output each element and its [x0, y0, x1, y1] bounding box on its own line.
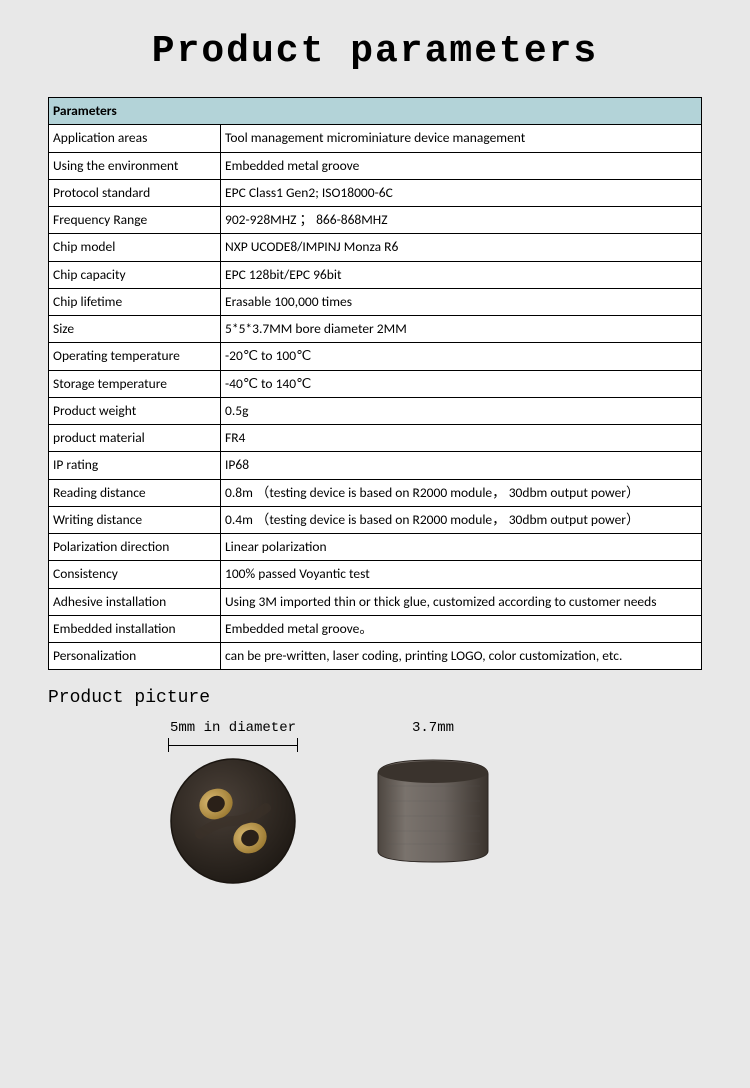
- param-label: Storage temperature: [49, 370, 221, 397]
- param-label: product material: [49, 425, 221, 452]
- table-row: Size5*5*3.7MM bore diameter 2MM: [49, 316, 702, 343]
- table-row: Chip capacityEPC 128bit/EPC 96bit: [49, 261, 702, 288]
- param-label: Chip lifetime: [49, 288, 221, 315]
- param-value: -20℃ to 100℃: [221, 343, 702, 370]
- param-label: Reading distance: [49, 479, 221, 506]
- table-row: Reading distance0.8m （testing device is …: [49, 479, 702, 506]
- table-row: Using the environmentEmbedded metal groo…: [49, 152, 702, 179]
- product-side-view-icon: [368, 756, 498, 864]
- table-header: Parameters: [49, 98, 702, 125]
- param-value: Using 3M imported thin or thick glue, cu…: [221, 588, 702, 615]
- table-row: Adhesive installationUsing 3M imported t…: [49, 588, 702, 615]
- param-value: Erasable 100,000 times: [221, 288, 702, 315]
- table-row: Frequency Range902-928MHZ ； 866-868MHZ: [49, 207, 702, 234]
- param-value: Linear polarization: [221, 534, 702, 561]
- table-row: Chip modelNXP UCODE8/IMPINJ Monza R6: [49, 234, 702, 261]
- param-label: Protocol standard: [49, 179, 221, 206]
- param-value: FR4: [221, 425, 702, 452]
- param-label: Operating temperature: [49, 343, 221, 370]
- param-value: EPC Class1 Gen2; ISO18000-6C: [221, 179, 702, 206]
- param-label: Personalization: [49, 643, 221, 670]
- param-value: EPC 128bit/EPC 96bit: [221, 261, 702, 288]
- param-label: Size: [49, 316, 221, 343]
- table-row: Polarization directionLinear polarizatio…: [49, 534, 702, 561]
- param-value: IP68: [221, 452, 702, 479]
- param-value: 0.4m （testing device is based on R2000 m…: [221, 506, 702, 533]
- param-label: Frequency Range: [49, 207, 221, 234]
- product-top-view-icon: [168, 756, 298, 886]
- product-picture-title: Product picture: [48, 688, 702, 708]
- table-row: Chip lifetimeErasable 100,000 times: [49, 288, 702, 315]
- param-label: Product weight: [49, 397, 221, 424]
- parameters-table: ParametersApplication areasTool manageme…: [48, 97, 702, 670]
- pic1-label: 5mm in diameter: [170, 720, 296, 736]
- param-label: IP rating: [49, 452, 221, 479]
- param-label: Consistency: [49, 561, 221, 588]
- param-label: Adhesive installation: [49, 588, 221, 615]
- table-row: Protocol standardEPC Class1 Gen2; ISO180…: [49, 179, 702, 206]
- product-picture-section: Product picture 5mm in diameter: [48, 688, 702, 886]
- param-value: -40℃ to 140℃: [221, 370, 702, 397]
- table-row: Operating temperature-20℃ to 100℃: [49, 343, 702, 370]
- param-label: Chip model: [49, 234, 221, 261]
- table-row: Writing distance0.4m （testing device is …: [49, 506, 702, 533]
- param-label: Using the environment: [49, 152, 221, 179]
- param-label: Embedded installation: [49, 615, 221, 642]
- table-row: Embedded installationEmbedded metal groo…: [49, 615, 702, 642]
- product-picture-1: 5mm in diameter: [168, 720, 298, 886]
- param-value: NXP UCODE8/IMPINJ Monza R6: [221, 234, 702, 261]
- table-row: IP ratingIP68: [49, 452, 702, 479]
- table-row: Product weight0.5g: [49, 397, 702, 424]
- table-row: Storage temperature-40℃ to 140℃: [49, 370, 702, 397]
- parameters-table-wrap: ParametersApplication areasTool manageme…: [48, 97, 702, 670]
- pic2-label: 3.7mm: [412, 720, 454, 736]
- table-row: product materialFR4: [49, 425, 702, 452]
- param-label: Writing distance: [49, 506, 221, 533]
- param-label: Polarization direction: [49, 534, 221, 561]
- param-value: can be pre-written, laser coding, printi…: [221, 643, 702, 670]
- param-value: 902-928MHZ ； 866-868MHZ: [221, 207, 702, 234]
- dimension-bar-icon: [168, 738, 298, 752]
- param-label: Chip capacity: [49, 261, 221, 288]
- param-value: 5*5*3.7MM bore diameter 2MM: [221, 316, 702, 343]
- table-row: Personalizationcan be pre-written, laser…: [49, 643, 702, 670]
- param-value: 0.5g: [221, 397, 702, 424]
- param-value: Tool management microminiature device ma…: [221, 125, 702, 152]
- table-row: Consistency100% passed Voyantic test: [49, 561, 702, 588]
- table-row: Application areasTool management micromi…: [49, 125, 702, 152]
- page-title: Product parameters: [0, 0, 750, 97]
- param-value: Embedded metal groove。: [221, 615, 702, 642]
- param-value: 100% passed Voyantic test: [221, 561, 702, 588]
- product-picture-2: 3.7mm: [368, 720, 498, 864]
- param-label: Application areas: [49, 125, 221, 152]
- param-value: 0.8m （testing device is based on R2000 m…: [221, 479, 702, 506]
- param-value: Embedded metal groove: [221, 152, 702, 179]
